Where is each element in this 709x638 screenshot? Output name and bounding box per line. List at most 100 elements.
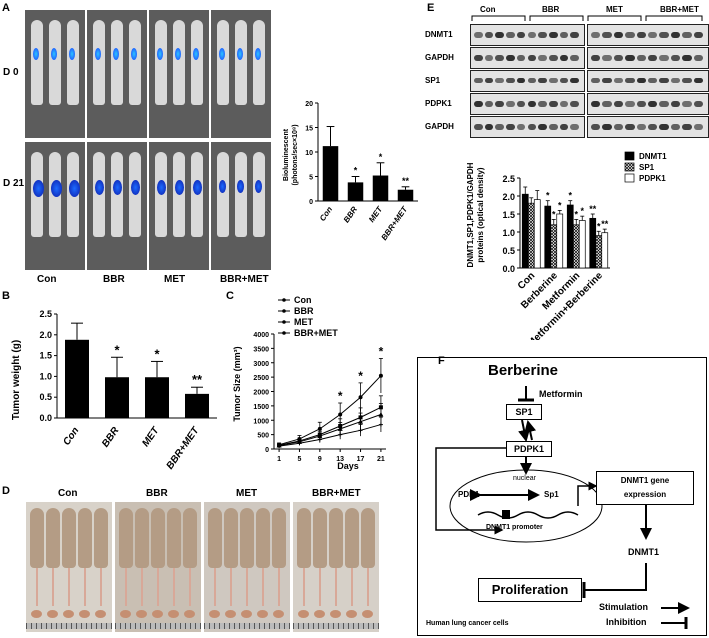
d-label-bbr-met: BBR+MET: [312, 488, 361, 499]
tumor-photo: [293, 502, 379, 632]
mouse-silhouette: [31, 20, 43, 105]
chartA-ylabel-2: (photons/sec×10⁸): [292, 124, 299, 185]
blot-strip: [587, 47, 709, 69]
mouse-body: [329, 508, 343, 568]
group-label-bbr: BBR: [103, 274, 125, 285]
mouse-body: [256, 508, 270, 568]
series-line: [278, 375, 382, 446]
mouse-body: [361, 508, 375, 568]
significance-mark: *: [558, 200, 562, 210]
legend-swatch: [624, 162, 635, 172]
category-label: Con: [61, 425, 81, 447]
excised-tumor: [95, 610, 106, 618]
ruler: [293, 623, 379, 629]
category-label: BBR: [342, 205, 359, 225]
mouse-silhouette: [93, 152, 105, 237]
imaging-photo: [87, 142, 147, 270]
legend-swatch: [624, 173, 635, 183]
significance-mark: *: [568, 191, 572, 201]
mouse-body: [167, 508, 181, 568]
significance-mark: *: [154, 346, 160, 361]
bar: [578, 220, 586, 269]
mouse-silhouette: [129, 20, 141, 105]
blot-strip: [470, 70, 585, 92]
bioluminescent-bar-chart: 0 5 10 15 20 Con * BBR * MET ** BBR+MET Bioluminesc…: [283, 101, 418, 242]
chartE-ylabel-2: proteins (optical density): [476, 167, 485, 262]
promoter-label: DNMT1 promoter: [486, 524, 543, 531]
mouse-body: [313, 508, 327, 568]
mouse-silhouette: [191, 20, 203, 105]
d-label-bbr: BBR: [146, 488, 168, 499]
excised-tumor: [209, 610, 220, 618]
sp1-nuclear-label: Sp1: [544, 490, 559, 499]
mouse-body: [272, 508, 286, 568]
y-tick-label: 1500: [253, 404, 269, 411]
y-tick-label: 5: [309, 175, 313, 182]
blot-strip: [587, 93, 709, 115]
excised-tumor: [184, 610, 195, 618]
panel-label-c: C: [226, 290, 234, 302]
mouse-body: [297, 508, 311, 568]
metformin-label: Metformin: [539, 389, 583, 399]
row-label-d21: D 21: [3, 178, 25, 189]
bar: [550, 224, 558, 269]
mouse-body: [240, 508, 254, 568]
point: [358, 419, 364, 424]
y-tick-label: 0.5: [39, 392, 52, 402]
significance-mark: **: [402, 176, 410, 186]
dnmt1-label: DNMT1: [628, 547, 659, 557]
panel-label-f: F: [438, 355, 445, 367]
excised-tumor: [31, 610, 42, 618]
bar: [589, 217, 597, 269]
bar: [372, 175, 389, 201]
bar: [527, 202, 535, 269]
excised-tumor: [168, 610, 179, 618]
significance-mark: *: [552, 209, 556, 219]
blot-group-bbr: BBR: [542, 5, 560, 14]
nuclear-label: nuclear: [513, 475, 536, 482]
mouse-body: [183, 508, 197, 568]
x-tick-label: 21: [377, 456, 385, 463]
blot-group-met: MET: [606, 5, 623, 14]
mouse-silhouette: [49, 152, 62, 237]
y-tick-label: 0: [309, 199, 313, 206]
gene-expression-line2: expression: [623, 490, 667, 499]
blot-group-brackets: [471, 15, 703, 21]
x-tick-label: 17: [357, 456, 365, 463]
category-label: Con: [318, 205, 334, 223]
mouse-silhouette: [155, 152, 167, 237]
ruler: [26, 623, 112, 629]
group-label-bbr-met: BBR+MET: [220, 274, 269, 285]
chartC-xlabel: Days: [337, 461, 359, 471]
mouse-body: [78, 508, 92, 568]
significance-mark: *: [379, 344, 384, 358]
point: [317, 437, 322, 442]
tumor-photo: [204, 502, 290, 632]
significance-mark: *: [546, 191, 550, 201]
legend-label: DNMT1: [639, 152, 667, 161]
ruler: [115, 623, 201, 629]
mouse-body: [30, 508, 44, 568]
significance-mark: *: [114, 342, 120, 357]
legend-label: BBR+MET: [294, 328, 338, 338]
legend-marker: [282, 320, 286, 324]
bar: [556, 213, 564, 269]
d-label-con: Con: [58, 488, 78, 499]
category-label: BBR: [100, 425, 122, 450]
bar: [322, 146, 339, 201]
western-blot-panel: DNMT1 GAPDH SP1 PDPK1 GAPDH: [425, 24, 709, 144]
tumor-weight-bar-chart: 0.0 0.5 1.0 1.5 2.0 2.5 Con * BBR * MET ** BBR+MET T…: [11, 309, 217, 472]
sp1-box: SP1: [506, 404, 542, 420]
imaging-photo: [87, 10, 147, 138]
point: [378, 422, 383, 427]
significance-mark: *: [354, 166, 358, 176]
blot-strip: [470, 47, 585, 69]
blot-group-con: Con: [480, 5, 496, 14]
significance-mark: **: [601, 219, 609, 229]
chartE-ylabel-1: DNMT1,SP1,PDPK1/GAPDH: [466, 162, 475, 267]
y-tick-label: 2.0: [39, 330, 52, 340]
mouse-body: [119, 508, 133, 568]
stimulation-legend: Stimulation: [599, 602, 648, 612]
mouse-body: [208, 508, 222, 568]
ruler: [204, 623, 290, 629]
